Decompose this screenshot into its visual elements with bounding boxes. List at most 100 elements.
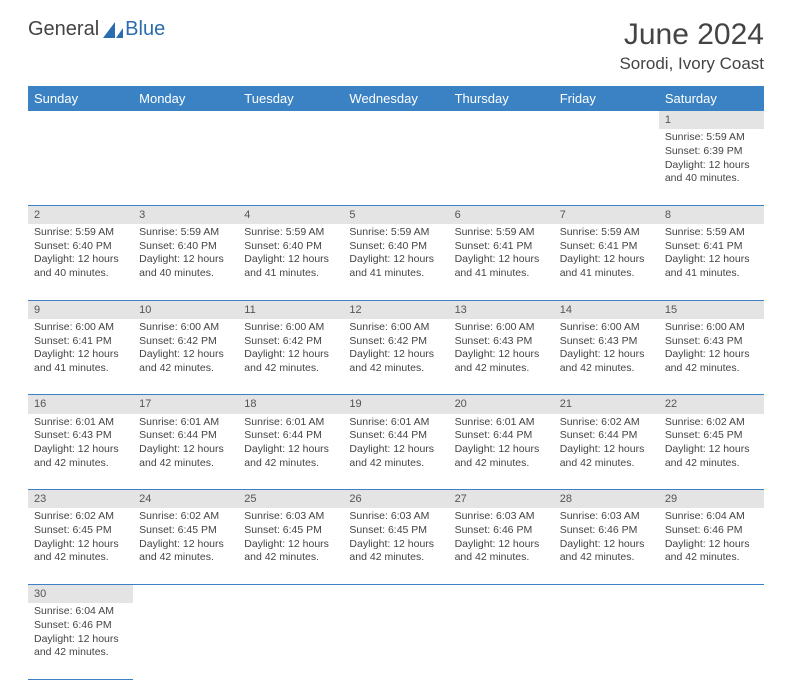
day-detail: Sunrise: 6:04 AMSunset: 6:46 PMDaylight:… [28,603,133,679]
detail-row: Sunrise: 6:00 AMSunset: 6:41 PMDaylight:… [28,319,764,395]
dayheader-saturday: Saturday [659,86,764,111]
day-number: 2 [28,205,133,224]
day-detail [659,603,764,679]
day-number: 13 [449,300,554,319]
header: General Blue June 2024 Sorodi, Ivory Coa… [28,18,764,74]
day-number: 27 [449,490,554,509]
day-number: 20 [449,395,554,414]
day-detail: Sunrise: 6:03 AMSunset: 6:46 PMDaylight:… [449,508,554,584]
daynum-row: 23242526272829 [28,490,764,509]
day-number: 22 [659,395,764,414]
day-detail: Sunrise: 6:03 AMSunset: 6:46 PMDaylight:… [554,508,659,584]
day-number: 29 [659,490,764,509]
day-number: 3 [133,205,238,224]
dayheader-wednesday: Wednesday [343,86,448,111]
day-number: 25 [238,490,343,509]
day-number [238,111,343,129]
day-number [554,584,659,603]
day-number: 17 [133,395,238,414]
day-number: 15 [659,300,764,319]
brand-part1: General [28,18,99,41]
day-detail: Sunrise: 6:01 AMSunset: 6:44 PMDaylight:… [238,414,343,490]
day-number: 1 [659,111,764,129]
day-number: 16 [28,395,133,414]
day-detail: Sunrise: 5:59 AMSunset: 6:41 PMDaylight:… [554,224,659,300]
day-detail: Sunrise: 6:03 AMSunset: 6:45 PMDaylight:… [238,508,343,584]
day-number [133,111,238,129]
day-number: 19 [343,395,448,414]
day-detail [238,129,343,205]
daynum-row: 30 [28,584,764,603]
brand-part2: Blue [125,18,165,41]
day-detail [449,129,554,205]
location-label: Sorodi, Ivory Coast [619,54,764,74]
day-detail: Sunrise: 6:02 AMSunset: 6:45 PMDaylight:… [133,508,238,584]
day-detail: Sunrise: 6:00 AMSunset: 6:42 PMDaylight:… [133,319,238,395]
day-detail [28,129,133,205]
day-detail [343,603,448,679]
day-number [449,111,554,129]
day-number: 12 [343,300,448,319]
day-detail: Sunrise: 6:01 AMSunset: 6:43 PMDaylight:… [28,414,133,490]
day-number: 30 [28,584,133,603]
day-number: 10 [133,300,238,319]
day-number: 7 [554,205,659,224]
detail-row: Sunrise: 5:59 AMSunset: 6:40 PMDaylight:… [28,224,764,300]
day-detail: Sunrise: 6:00 AMSunset: 6:42 PMDaylight:… [238,319,343,395]
day-number: 18 [238,395,343,414]
day-number [238,584,343,603]
day-number [28,111,133,129]
daynum-row: 16171819202122 [28,395,764,414]
day-number: 8 [659,205,764,224]
calendar-table: Sunday Monday Tuesday Wednesday Thursday… [28,86,764,680]
day-number [554,111,659,129]
day-detail: Sunrise: 6:00 AMSunset: 6:43 PMDaylight:… [449,319,554,395]
day-number: 9 [28,300,133,319]
day-detail [554,129,659,205]
day-detail: Sunrise: 5:59 AMSunset: 6:40 PMDaylight:… [133,224,238,300]
day-number: 5 [343,205,448,224]
detail-row: Sunrise: 6:04 AMSunset: 6:46 PMDaylight:… [28,603,764,679]
day-detail: Sunrise: 6:03 AMSunset: 6:45 PMDaylight:… [343,508,448,584]
month-title: June 2024 [619,18,764,52]
day-detail: Sunrise: 5:59 AMSunset: 6:41 PMDaylight:… [449,224,554,300]
day-detail [133,129,238,205]
day-detail: Sunrise: 6:01 AMSunset: 6:44 PMDaylight:… [449,414,554,490]
day-number: 24 [133,490,238,509]
day-detail: Sunrise: 6:02 AMSunset: 6:44 PMDaylight:… [554,414,659,490]
dayheader-tuesday: Tuesday [238,86,343,111]
logo-sail-icon [103,22,123,38]
day-number: 6 [449,205,554,224]
detail-row: Sunrise: 5:59 AMSunset: 6:39 PMDaylight:… [28,129,764,205]
detail-row: Sunrise: 6:02 AMSunset: 6:45 PMDaylight:… [28,508,764,584]
day-number: 11 [238,300,343,319]
day-number: 21 [554,395,659,414]
day-number [659,584,764,603]
day-detail [133,603,238,679]
title-block: June 2024 Sorodi, Ivory Coast [619,18,764,74]
day-detail [343,129,448,205]
day-number: 26 [343,490,448,509]
day-detail [449,603,554,679]
day-detail [238,603,343,679]
day-detail: Sunrise: 6:04 AMSunset: 6:46 PMDaylight:… [659,508,764,584]
daynum-row: 9101112131415 [28,300,764,319]
day-detail: Sunrise: 5:59 AMSunset: 6:40 PMDaylight:… [343,224,448,300]
dayheader-sunday: Sunday [28,86,133,111]
dayheader-monday: Monday [133,86,238,111]
day-number [343,111,448,129]
day-detail: Sunrise: 6:00 AMSunset: 6:42 PMDaylight:… [343,319,448,395]
day-detail: Sunrise: 6:01 AMSunset: 6:44 PMDaylight:… [133,414,238,490]
daynum-row: 1 [28,111,764,129]
day-detail: Sunrise: 6:00 AMSunset: 6:41 PMDaylight:… [28,319,133,395]
day-number [449,584,554,603]
day-header-row: Sunday Monday Tuesday Wednesday Thursday… [28,86,764,111]
daynum-row: 2345678 [28,205,764,224]
day-number: 14 [554,300,659,319]
day-detail: Sunrise: 6:02 AMSunset: 6:45 PMDaylight:… [28,508,133,584]
day-detail: Sunrise: 6:02 AMSunset: 6:45 PMDaylight:… [659,414,764,490]
day-detail: Sunrise: 6:00 AMSunset: 6:43 PMDaylight:… [554,319,659,395]
day-number: 28 [554,490,659,509]
day-number [133,584,238,603]
dayheader-thursday: Thursday [449,86,554,111]
